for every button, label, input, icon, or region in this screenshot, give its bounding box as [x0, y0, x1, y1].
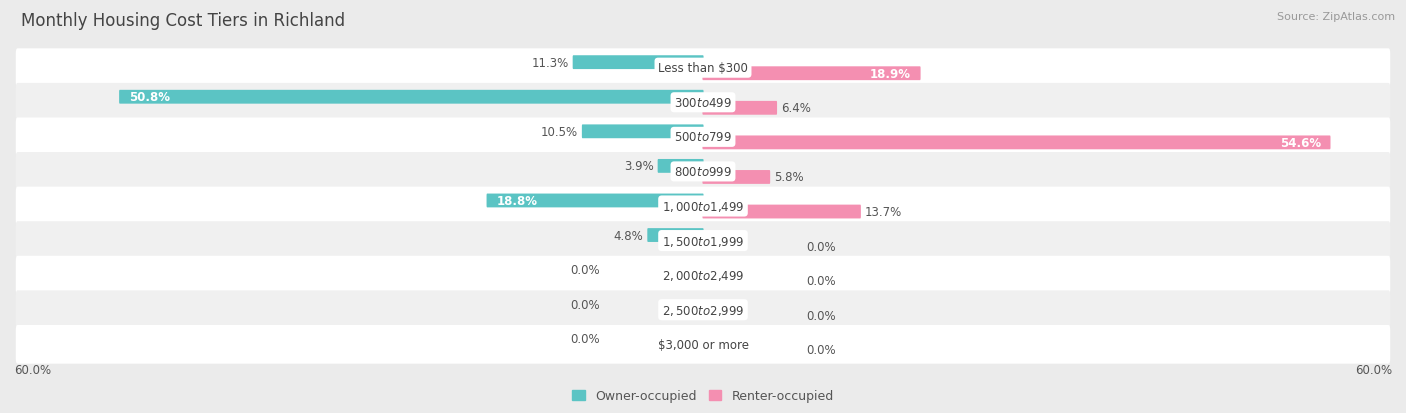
Text: 18.9%: 18.9%: [870, 68, 911, 81]
Text: 6.4%: 6.4%: [782, 102, 811, 115]
Text: 60.0%: 60.0%: [1355, 363, 1392, 376]
Text: 13.7%: 13.7%: [865, 206, 903, 218]
Text: 54.6%: 54.6%: [1279, 137, 1320, 150]
FancyBboxPatch shape: [15, 187, 1391, 226]
Text: 11.3%: 11.3%: [531, 57, 568, 69]
Text: $300 to $499: $300 to $499: [673, 97, 733, 109]
Text: Monthly Housing Cost Tiers in Richland: Monthly Housing Cost Tiers in Richland: [21, 12, 346, 30]
FancyBboxPatch shape: [658, 159, 703, 173]
Text: 0.0%: 0.0%: [807, 275, 837, 287]
FancyBboxPatch shape: [15, 256, 1391, 295]
Text: 4.8%: 4.8%: [613, 229, 644, 242]
Text: $500 to $799: $500 to $799: [673, 131, 733, 144]
Text: 5.8%: 5.8%: [775, 171, 804, 184]
Text: Source: ZipAtlas.com: Source: ZipAtlas.com: [1277, 12, 1395, 22]
FancyBboxPatch shape: [15, 153, 1391, 191]
FancyBboxPatch shape: [120, 90, 703, 104]
Text: 0.0%: 0.0%: [569, 332, 599, 345]
FancyBboxPatch shape: [703, 102, 778, 116]
Text: $1,000 to $1,499: $1,000 to $1,499: [662, 199, 744, 214]
FancyBboxPatch shape: [15, 325, 1391, 364]
Text: Less than $300: Less than $300: [658, 62, 748, 75]
Text: 60.0%: 60.0%: [14, 363, 51, 376]
FancyBboxPatch shape: [15, 291, 1391, 329]
FancyBboxPatch shape: [15, 84, 1391, 122]
Text: 0.0%: 0.0%: [807, 344, 837, 356]
FancyBboxPatch shape: [703, 136, 1330, 150]
FancyBboxPatch shape: [572, 56, 703, 70]
Text: 10.5%: 10.5%: [541, 126, 578, 138]
Text: $2,500 to $2,999: $2,500 to $2,999: [662, 303, 744, 317]
FancyBboxPatch shape: [15, 49, 1391, 88]
FancyBboxPatch shape: [15, 222, 1391, 260]
Text: 0.0%: 0.0%: [807, 309, 837, 322]
FancyBboxPatch shape: [15, 118, 1391, 157]
Text: $1,500 to $1,999: $1,500 to $1,999: [662, 234, 744, 248]
FancyBboxPatch shape: [647, 228, 703, 242]
FancyBboxPatch shape: [486, 194, 703, 208]
Text: $2,000 to $2,499: $2,000 to $2,499: [662, 268, 744, 282]
FancyBboxPatch shape: [582, 125, 703, 139]
Legend: Owner-occupied, Renter-occupied: Owner-occupied, Renter-occupied: [568, 385, 838, 408]
Text: 0.0%: 0.0%: [569, 263, 599, 276]
Text: $3,000 or more: $3,000 or more: [658, 338, 748, 351]
Text: 3.9%: 3.9%: [624, 160, 654, 173]
Text: 0.0%: 0.0%: [807, 240, 837, 253]
FancyBboxPatch shape: [703, 205, 860, 219]
Text: 18.8%: 18.8%: [496, 195, 537, 207]
Text: 50.8%: 50.8%: [129, 91, 170, 104]
FancyBboxPatch shape: [703, 171, 770, 185]
Text: $800 to $999: $800 to $999: [673, 166, 733, 178]
FancyBboxPatch shape: [703, 67, 921, 81]
Text: 0.0%: 0.0%: [569, 298, 599, 311]
